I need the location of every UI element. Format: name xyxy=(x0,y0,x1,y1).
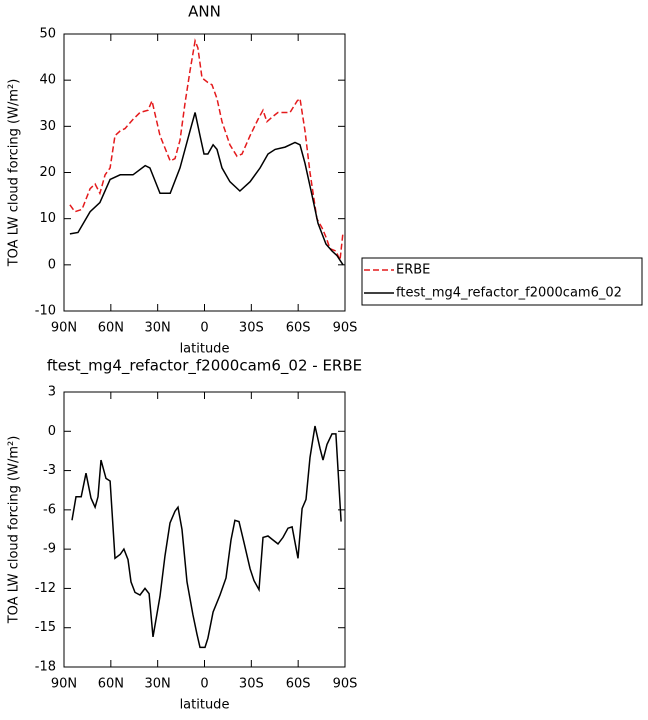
y-tick-label: -12 xyxy=(35,581,56,596)
x-tick-label: 0 xyxy=(200,321,208,336)
y-tick-label: -15 xyxy=(35,620,56,635)
x-axis-label: latitude xyxy=(180,698,230,713)
y-axis-label: TOA LW cloud forcing (W/m²) xyxy=(7,79,22,268)
y-tick-label: -3 xyxy=(43,463,56,478)
x-tick-label: 90N xyxy=(51,677,77,692)
x-tick-label: 0 xyxy=(200,677,208,692)
y-tick-label: 10 xyxy=(39,211,56,226)
x-tick-label: 90S xyxy=(333,677,358,692)
data-line xyxy=(69,112,344,266)
y-tick-label: 40 xyxy=(39,73,56,88)
x-tick-label: 60N xyxy=(98,321,124,336)
x-tick-label: 90S xyxy=(333,321,358,336)
y-tick-label: -10 xyxy=(35,304,56,319)
y-tick-label: -6 xyxy=(43,502,56,517)
y-tick-label: 30 xyxy=(39,119,56,134)
y-tick-label: -18 xyxy=(35,660,56,675)
legend-label: ftest_mg4_refactor_f2000cam6_02 xyxy=(396,286,622,301)
legend-box xyxy=(361,257,643,306)
y-tick-label: 50 xyxy=(39,27,56,42)
data-line xyxy=(69,38,344,264)
chart-title: ANN xyxy=(188,3,221,21)
x-tick-label: 90N xyxy=(51,321,77,336)
chart-title: ftest_mg4_refactor_f2000cam6_02 - ERBE xyxy=(47,357,362,376)
x-axis-label: latitude xyxy=(180,342,230,357)
y-tick-label: 0 xyxy=(48,257,56,272)
x-tick-label: 60S xyxy=(286,321,311,336)
x-tick-label: 30N xyxy=(145,321,171,336)
x-tick-label: 30N xyxy=(145,677,171,692)
plot-frame xyxy=(63,391,346,668)
y-tick-label: 3 xyxy=(48,385,56,400)
x-tick-label: 30S xyxy=(239,677,264,692)
y-axis-label: TOA LW cloud forcing (W/m²) xyxy=(7,436,22,625)
data-line xyxy=(71,425,342,649)
x-tick-label: 60N xyxy=(98,677,124,692)
legend-label: ERBE xyxy=(396,263,430,278)
x-tick-label: 60S xyxy=(286,677,311,692)
y-tick-label: 20 xyxy=(39,165,56,180)
y-tick-label: -9 xyxy=(43,542,56,557)
x-tick-label: 30S xyxy=(239,321,264,336)
y-tick-label: 0 xyxy=(48,424,56,439)
